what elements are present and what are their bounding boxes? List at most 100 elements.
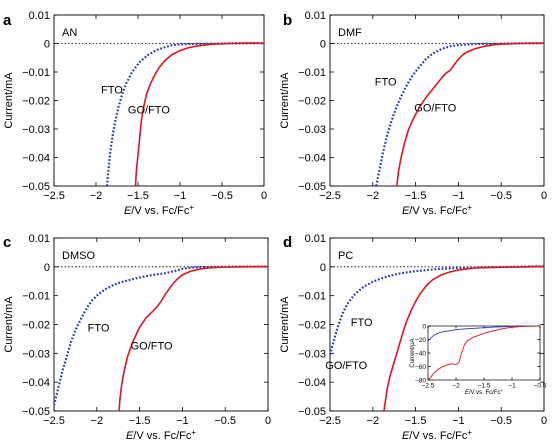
panel-b-x-tick-label: −0.5 (490, 190, 512, 202)
panel-d-x-axis-title: E/V vs. Fc/Fc+ (402, 428, 472, 442)
panel-a-fto-label: FTO (101, 84, 123, 96)
panel-d-y-tick-label: −0.03 (298, 348, 326, 360)
panel-d-go-fto-curve (383, 265, 544, 411)
panel-a-x-axis-title-sup: + (189, 203, 194, 212)
panel-b-x-tick-label: −1 (452, 190, 465, 202)
panel-a-x-tick-label: −1.5 (127, 190, 149, 202)
panel-d-inset: −2.5 −2 −1.5 −1 −0.5 −80 −60 −40 −20 0 Current/μA E… (410, 323, 547, 396)
panel-b-x-axis-title: E/V vs. Fc/Fc+ (402, 203, 472, 217)
panel-b-x-tick-label: 0 (541, 190, 547, 202)
panel-c-go-fto-curve (118, 265, 268, 411)
panel-d-y-tick-label: 0.01 (305, 233, 326, 245)
panel-d-inset-x-tick-label: −2.5 (422, 383, 435, 390)
panel-a-y-tick-label: −0.03 (22, 124, 50, 136)
panel-d-x-tick-label: −2 (367, 415, 380, 427)
panel-c-y-tick-label: −0.01 (22, 291, 50, 303)
panel-a-x-axis-title: E/V vs. Fc/Fc+ (124, 203, 194, 217)
panel-b-x-axis-title-var: E (402, 205, 410, 217)
panel-c-x-tick-label: −0.5 (214, 415, 236, 427)
panel-d-inset-y-tick-label: 0 (422, 323, 426, 330)
panel-b-solvent-label: DMF (338, 27, 362, 39)
panel-c-x-tick-label: −1.5 (129, 415, 151, 427)
panel-d-y-tick-label: −0.05 (298, 406, 326, 418)
panel-c-y-tick-label: 0 (44, 262, 50, 274)
panel-c-y-tick-label: 0.01 (29, 233, 50, 245)
panel-d-x-tick-label: 0 (541, 415, 547, 427)
panel-a-x-tick-label: 0 (261, 190, 267, 202)
panel-b-y-tick-label: −0.01 (298, 67, 326, 79)
panel-b-y-axis-title: Current/mA (279, 72, 291, 129)
panel-b-x-tick-label: −2.5 (319, 190, 341, 202)
panel-b: −2.5 −2 −1.5 −1 −0.5 0 −0.05 −0.04 −0.03 −0.02 −0.… (279, 10, 547, 217)
panel-d-y-tick-label: −0.01 (298, 291, 326, 303)
panel-d-x-tick-label: −0.5 (490, 415, 512, 427)
panel-d-inset-x-tick-label: −2 (452, 383, 460, 390)
panel-d-x-axis-title-sup: + (467, 428, 472, 437)
panel-d-inset-series-0-curve (428, 326, 540, 342)
panel-c-go-fto-label: GO/FTO (131, 341, 173, 353)
panel-b-x-tick-label: −2 (367, 190, 380, 202)
panel-c-x-axis-title-sup: + (191, 428, 196, 437)
panel-b-y-tick-label: −0.05 (298, 181, 326, 193)
panel-d-x-tick-label: −1 (452, 415, 465, 427)
panel-d-x-tick-label: −1.5 (405, 415, 427, 427)
panel-a-fto-curve (105, 42, 264, 186)
panel-d-inset-y-tick-label: −60 (415, 364, 426, 371)
panel-c-fto-label: FTO (88, 323, 110, 335)
panel-c-plot-frame (53, 237, 269, 412)
panel-a-x-tick-label: −1 (174, 190, 187, 202)
panel-a-y-tick-label: 0.01 (29, 10, 50, 22)
panel-b-y-tick-label: −0.03 (298, 124, 326, 136)
panel-a-y-axis-title: Current/mA (3, 72, 15, 129)
panel-d-inset-y-axis-title: Current/μA (410, 338, 416, 367)
panel-b-x-tick-label: −1.5 (405, 190, 427, 202)
panel-b-go-fto-label: GO/FTO (414, 102, 456, 114)
panel-d-inset-x-tick-label: −1 (508, 383, 516, 390)
panel-a-x-tick-label: −2.5 (43, 190, 65, 202)
panel-a-y-tick-label: −0.05 (22, 181, 50, 193)
panel-c-fto-curve (54, 265, 268, 406)
panel-c-letter: c (3, 234, 11, 251)
panel-d: −2.5 −2 −1.5 −1 −0.5 0 −0.05 −0.04 −0.03 −0.02 −0.… (279, 233, 547, 442)
panel-c-y-axis-title: Current/mA (3, 296, 15, 353)
panel-b-go-fto-curve (395, 42, 544, 186)
panel-a-y-tick-label: −0.04 (22, 153, 50, 165)
panel-b-x-axis-title-text: /V vs. Fc/Fc (409, 205, 468, 217)
panel-c: −2.5 −2 −1.5 −1 −0.5 0 −0.05 −0.04 −0.03 −0.02 −0.… (3, 233, 271, 442)
panel-c-x-tick-label: −2 (91, 415, 104, 427)
panel-a: −2.5 −2 −1.5 −1 −0.5 0 −0.05 −0.04 −0.03 −0.02 −0.… (3, 10, 267, 217)
panel-b-plot-frame (329, 14, 545, 187)
panel-a-y-tick-label: −0.02 (22, 96, 50, 108)
panel-d-y-tick-label: −0.04 (298, 377, 326, 389)
panel-d-inset-y-tick-label: −20 (415, 337, 426, 344)
panel-b-y-tick-label: −0.02 (298, 96, 326, 108)
panel-d-inset-x-tick-label: −1.5 (478, 383, 491, 390)
panel-c-x-axis-title: E/V vs. Fc/Fc+ (126, 428, 196, 442)
panel-b-y-tick-label: −0.04 (298, 153, 326, 165)
panel-d-inset-x-axis-title-sup: + (501, 388, 504, 393)
panel-c-y-tick-label: −0.02 (22, 320, 50, 332)
panel-c-solvent-label: DMSO (62, 250, 95, 262)
panel-d-inset-y-tick-label: −40 (415, 350, 426, 357)
panel-d-x-axis-title-text: /V vs. Fc/Fc (409, 430, 468, 442)
panel-c-x-tick-label: −2.5 (43, 415, 65, 427)
panel-d-inset-x-axis-title-text: /V vs. Fc/Fc (469, 390, 501, 396)
panel-a-go-fto-curve (134, 42, 264, 186)
panel-d-inset-x-axis-title-var: E (465, 390, 470, 396)
panel-d-inset-series-1-curve (428, 326, 540, 380)
panel-a-plot-frame (53, 14, 265, 187)
panel-d-inset-x-axis-title: E/V vs. Fc/Fc+ (465, 388, 504, 396)
panel-a-solvent-label: AN (62, 27, 77, 39)
panel-c-y-tick-label: −0.05 (22, 406, 50, 418)
panel-d-y-tick-label: 0 (320, 262, 326, 274)
panel-c-x-tick-label: −1 (176, 415, 189, 427)
panel-a-x-axis-title-text: /V vs. Fc/Fc (131, 205, 190, 217)
panel-b-y-tick-label: 0.01 (305, 10, 326, 22)
panel-d-y-tick-label: −0.02 (298, 320, 326, 332)
panel-a-x-tick-label: −2 (90, 190, 103, 202)
panel-c-x-axis-title-var: E (126, 430, 134, 442)
panel-d-x-axis-title-var: E (402, 430, 410, 442)
panel-b-fto-label: FTO (375, 77, 397, 89)
panel-c-x-tick-label: 0 (265, 415, 271, 427)
